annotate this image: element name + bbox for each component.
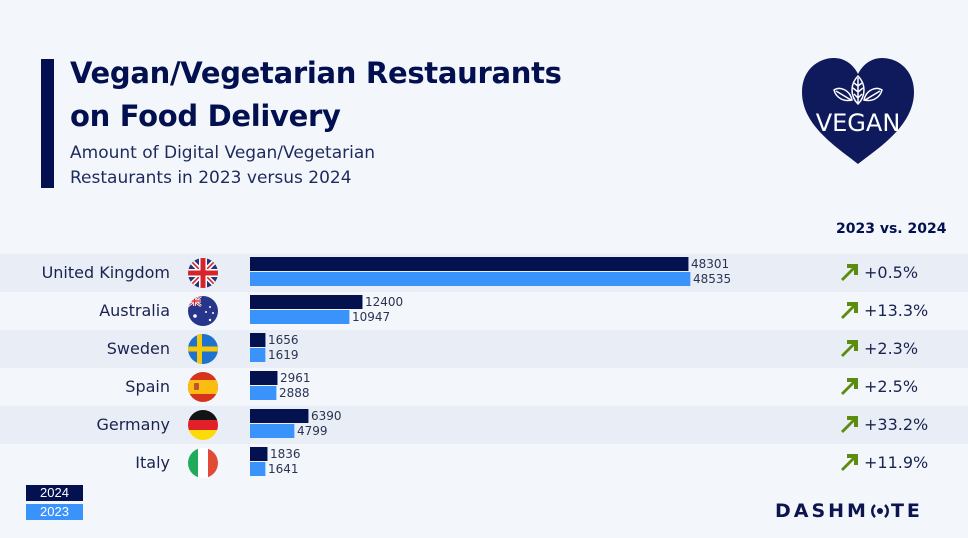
bar-2024 [250,371,277,385]
spain-flag-icon [188,372,218,402]
data-label-2023: 4799 [297,424,328,438]
category-label: Spain [125,377,170,396]
subtitle-line-2: Restaurants in 2023 versus 2024 [70,168,352,188]
chart-row: Australia 12400 10947 +13.3% [0,292,968,330]
bar-2024 [250,295,362,309]
chart-row: Sweden 1656 1619 +2.3% [0,330,968,368]
data-label-2023: 48535 [693,272,732,286]
change-indicator: +13.3% [840,300,928,320]
data-label-2024: 6390 [311,409,342,423]
data-label-2024: 2961 [280,371,311,385]
category-label: Germany [96,415,170,434]
chart-row: United Kingdom 48301 48535 +0.5% [0,254,968,292]
bar-2024 [250,333,265,347]
arrow-up-right-icon [840,338,860,358]
dashmote-o-icon [871,502,889,520]
bar-2023 [250,424,294,438]
chart-row: Spain 2961 2888 +2.5% [0,368,968,406]
title-line-1: Vegan/Vegetarian Restaurants [70,56,562,90]
chart-subtitle: Amount of Digital Vegan/Vegetarian Resta… [70,141,375,191]
chart-row: Italy 1836 1641 +11.9% [0,444,968,482]
legend-2023: 2023 [26,504,83,520]
data-label-2023: 10947 [352,310,391,324]
arrow-up-right-icon [840,376,860,396]
change-indicator: +2.5% [840,376,918,396]
bar-2023 [250,272,690,286]
dashmote-logo: DASHM TE [775,500,923,522]
arrow-up-right-icon [840,300,860,320]
change-value: +13.3% [864,300,929,320]
change-value: +33.2% [864,414,929,434]
data-label-2023: 1619 [268,348,299,362]
chart-row: Germany 6390 4799 +33.2% [0,406,968,444]
change-indicator: +0.5% [840,262,918,282]
australia-flag-icon [188,296,218,326]
subtitle-line-1: Amount of Digital Vegan/Vegetarian [70,143,376,163]
brand-prefix: DASHM [775,500,869,522]
comparison-header: 2023 vs. 2024 [836,221,947,237]
sweden-flag-icon [188,334,218,364]
vegan-heart-icon: VEGAN [798,56,918,168]
legend-2024: 2024 [26,485,83,501]
germany-flag-icon [188,410,218,440]
data-label-2023: 2888 [279,386,310,400]
bar-2023 [250,348,265,362]
arrow-up-right-icon [840,414,860,434]
bar-2024 [250,447,267,461]
italy-flag-icon [188,448,218,478]
change-value: +0.5% [864,262,919,282]
bar-2024 [250,409,308,423]
title-line-2: on Food Delivery [70,99,341,133]
change-value: +2.5% [864,376,919,396]
change-indicator: +33.2% [840,414,928,434]
chart-title: Vegan/Vegetarian Restaurants on Food Del… [70,52,562,138]
data-label-2023: 1641 [268,462,299,476]
bar-2023 [250,462,265,476]
brand-suffix: TE [890,500,923,522]
category-label: United Kingdom [41,263,170,282]
category-label: Italy [135,453,170,472]
category-label: Australia [99,301,170,320]
title-accent-bar [41,59,54,188]
arrow-up-right-icon [840,452,860,472]
uk-flag-icon [188,258,218,288]
bar-2024 [250,257,688,271]
change-indicator: +2.3% [840,338,918,358]
category-label: Sweden [106,339,170,358]
bar-2023 [250,386,276,400]
vegan-logo-text: VEGAN [816,109,901,137]
change-value: +11.9% [864,452,929,472]
change-value: +2.3% [864,338,919,358]
arrow-up-right-icon [840,262,860,282]
bar-2023 [250,310,349,324]
data-label-2024: 48301 [691,257,730,271]
data-label-2024: 1836 [270,447,301,461]
data-label-2024: 12400 [365,295,404,309]
data-label-2024: 1656 [268,333,299,347]
change-indicator: +11.9% [840,452,928,472]
